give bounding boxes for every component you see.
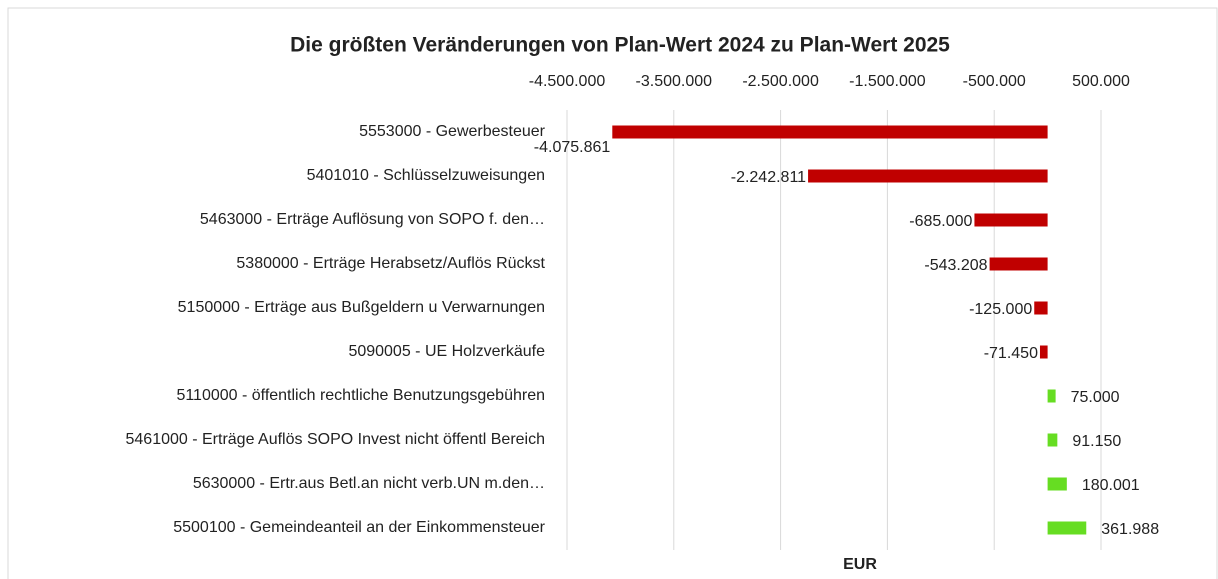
value-label: 361.988 <box>1101 521 1159 538</box>
bar <box>1047 433 1058 447</box>
value-label: -4.075.861 <box>534 139 611 156</box>
value-label: -125.000 <box>969 301 1032 318</box>
bar <box>1047 477 1067 491</box>
category-label: 5150000 - Erträge aus Bußgeldern u Verwa… <box>178 299 545 316</box>
value-label: -71.450 <box>984 345 1038 362</box>
category-label: 5463000 - Erträge Auflösung von SOPO f. … <box>200 211 545 228</box>
category-label: 5380000 - Erträge Herabsetz/Auflös Rücks… <box>236 255 545 272</box>
x-tick-label: -1.500.000 <box>849 73 926 90</box>
bar <box>1047 521 1087 535</box>
chart-title: Die größten Veränderungen von Plan-Wert … <box>290 34 950 57</box>
bar <box>1047 389 1056 403</box>
x-tick-label: 500.000 <box>1072 73 1130 90</box>
value-label: 75.000 <box>1071 389 1120 406</box>
bar <box>1034 301 1048 315</box>
value-label: -543.208 <box>924 257 987 274</box>
value-label: -2.242.811 <box>731 169 806 186</box>
bar <box>989 257 1048 271</box>
x-tick-label: -3.500.000 <box>636 73 713 90</box>
x-tick-label: -4.500.000 <box>529 73 606 90</box>
bar <box>1039 345 1048 359</box>
category-label: 5401010 - Schlüsselzuweisungen <box>307 167 545 184</box>
bar <box>974 213 1048 227</box>
bar <box>612 125 1048 139</box>
category-label: 5553000 - Gewerbesteuer <box>359 123 546 140</box>
value-label: -685.000 <box>909 213 972 230</box>
x-tick-label: -2.500.000 <box>742 73 819 90</box>
category-label: 5110000 - öffentlich rechtliche Benutzun… <box>176 387 545 404</box>
chart-frame <box>7 7 1218 579</box>
category-label: 5500100 - Gemeindeanteil an der Einkomme… <box>173 519 545 536</box>
category-label: 5090005 - UE Holzverkäufe <box>348 343 545 360</box>
x-axis-title: EUR <box>843 556 877 573</box>
x-tick-label: -500.000 <box>963 73 1026 90</box>
category-label: 5461000 - Erträge Auflös SOPO Invest nic… <box>126 431 546 448</box>
bar <box>808 169 1048 183</box>
category-label: 5630000 - Ertr.aus Betl.an nicht verb.UN… <box>193 475 545 492</box>
value-label: 91.150 <box>1072 433 1121 450</box>
value-label: 180.001 <box>1082 477 1140 494</box>
